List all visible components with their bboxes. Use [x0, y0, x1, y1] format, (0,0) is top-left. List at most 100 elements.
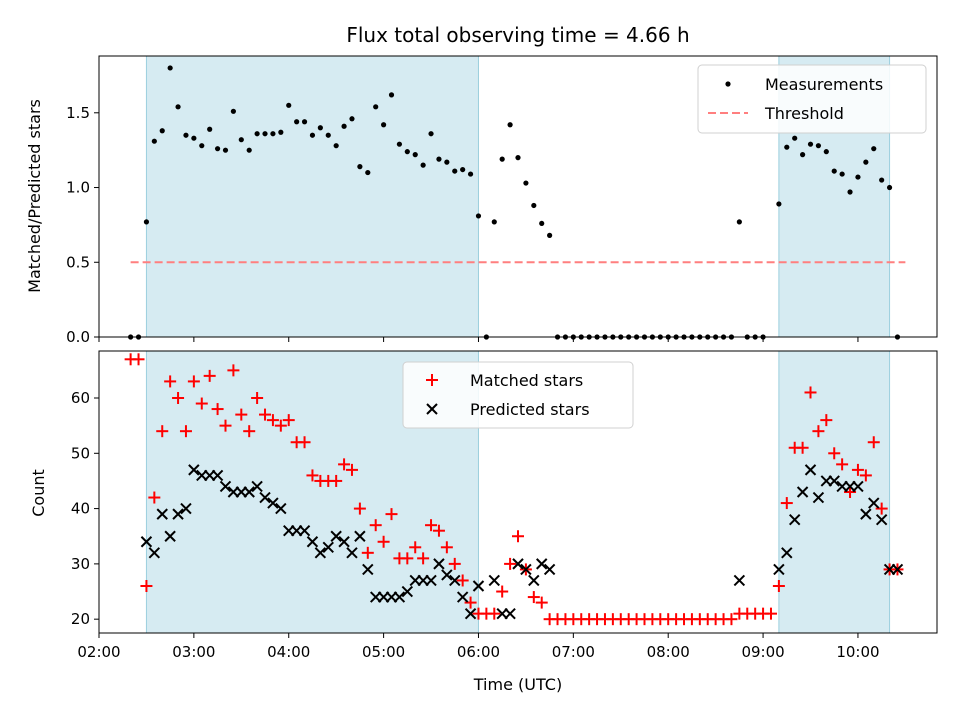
predicted-stars-point	[251, 480, 263, 493]
predicted-stars-point	[243, 486, 255, 498]
top-y-tick-label: 0.0	[66, 328, 90, 346]
bottom-y-tick-label: 40	[71, 500, 90, 518]
matched-stars-point	[274, 419, 287, 432]
measurement-point	[736, 219, 742, 225]
matched-stars-point	[409, 541, 422, 554]
measurement-point	[886, 184, 893, 191]
measurement-point	[855, 174, 861, 180]
top-y-axis-label: Matched/Predicted stars	[25, 99, 44, 293]
matched-stars-point	[243, 425, 256, 438]
predicted-stars-point	[267, 497, 279, 509]
measurement-point	[420, 162, 426, 168]
predicted-stars-point	[449, 574, 461, 587]
bottom-data-marks	[124, 353, 904, 626]
matched-stars-point	[266, 414, 279, 427]
matched-stars-point	[464, 596, 477, 609]
measurement-point	[333, 143, 339, 149]
predicted-stars-point	[812, 491, 825, 504]
bottom-y-tick-label: 60	[71, 389, 90, 407]
x-axis-label: Time (UTC)	[473, 675, 562, 694]
predicted-stars-point	[543, 563, 556, 576]
measurement-point	[792, 135, 798, 141]
predicted-stars-point	[354, 530, 366, 542]
measurement-point	[183, 132, 189, 138]
matched-stars-point	[227, 364, 240, 377]
top-x-ticks	[98, 337, 859, 342]
matched-stars-point	[148, 491, 161, 504]
bottom-axes-frame	[98, 350, 938, 634]
measurement-point	[436, 156, 442, 162]
predicted-stars-point	[464, 607, 477, 620]
predicted-stars-point	[796, 486, 809, 498]
measurement-point	[412, 152, 418, 158]
matched-stars-point	[780, 497, 793, 510]
measurement-point	[871, 146, 877, 152]
predicted-stars-point	[172, 508, 184, 520]
predicted-stars-point	[433, 558, 445, 570]
measurement-point	[286, 102, 292, 108]
matched-stars-point	[211, 403, 224, 416]
measurement-point	[823, 149, 829, 155]
measurement-point	[879, 177, 885, 183]
predicted-stars-point	[488, 574, 500, 587]
matched-stars-point	[203, 369, 216, 382]
bottom-y-ticks: 20 30 40 50 60	[71, 389, 99, 628]
measurement-point	[428, 131, 434, 137]
legend-matched-label: Matched stars	[470, 371, 583, 390]
top-y-tick-label: 0.5	[66, 253, 90, 271]
predicted-stars-point	[852, 480, 864, 493]
predicted-stars-point	[164, 530, 176, 542]
x-tick-label: 05:00	[362, 643, 405, 661]
matched-stars-point	[298, 436, 311, 449]
matched-stars-point	[725, 613, 738, 626]
matched-stars-point	[164, 375, 177, 388]
measurement-point	[294, 119, 300, 125]
predicted-stars-point	[188, 464, 200, 476]
measurement-point	[539, 220, 545, 227]
matched-stars-point	[361, 546, 374, 559]
x-tick-label: 04:00	[267, 643, 310, 661]
measurement-point	[254, 131, 260, 137]
legend-measurements-label: Measurements	[765, 75, 883, 94]
predicted-stars-point	[425, 574, 437, 587]
measurement-point	[839, 171, 845, 177]
legend-threshold-label: Threshold	[764, 104, 844, 123]
measurement-point	[815, 143, 822, 149]
predicted-stars-point	[441, 569, 453, 581]
predicted-stars-point	[875, 513, 888, 526]
measurement-point	[373, 104, 379, 110]
matched-stars-point	[496, 585, 509, 598]
measurement-point	[388, 92, 395, 98]
predicted-stars-point	[773, 563, 785, 576]
predicted-stars-point	[860, 508, 872, 520]
predicted-stars-point	[504, 607, 516, 620]
measurement-point	[151, 138, 157, 144]
bottom-y-tick-label: 50	[71, 444, 90, 462]
top-legend-box	[697, 64, 927, 134]
legend-matched-marker	[426, 374, 438, 386]
measurement-point	[404, 149, 410, 155]
bottom-y-tick-label: 30	[71, 555, 90, 573]
legend-predicted-marker	[426, 403, 438, 415]
matched-stars-point	[140, 580, 153, 592]
matched-stars-point	[456, 574, 469, 587]
predicted-stars-point	[219, 480, 232, 493]
matched-stars-point	[448, 557, 461, 570]
predicted-stars-point	[362, 563, 374, 576]
shaded-interval	[778, 351, 890, 633]
top-y-ticks: 0.0 0.5 1.0 1.5	[66, 104, 99, 346]
matched-stars-point	[440, 541, 453, 554]
matched-stars-point	[851, 463, 864, 476]
matched-stars-point	[345, 463, 358, 476]
measurement-point	[278, 129, 284, 135]
top-data-marks	[128, 65, 906, 340]
predicted-stars-point	[536, 558, 548, 570]
measurement-point	[863, 159, 869, 165]
matched-stars-point	[875, 502, 888, 515]
measurement-point	[341, 123, 347, 129]
bottom-y-axis-label: Count	[29, 469, 48, 517]
matched-stars-point	[772, 580, 785, 592]
measurement-point	[270, 131, 276, 137]
measurement-point	[214, 146, 221, 152]
